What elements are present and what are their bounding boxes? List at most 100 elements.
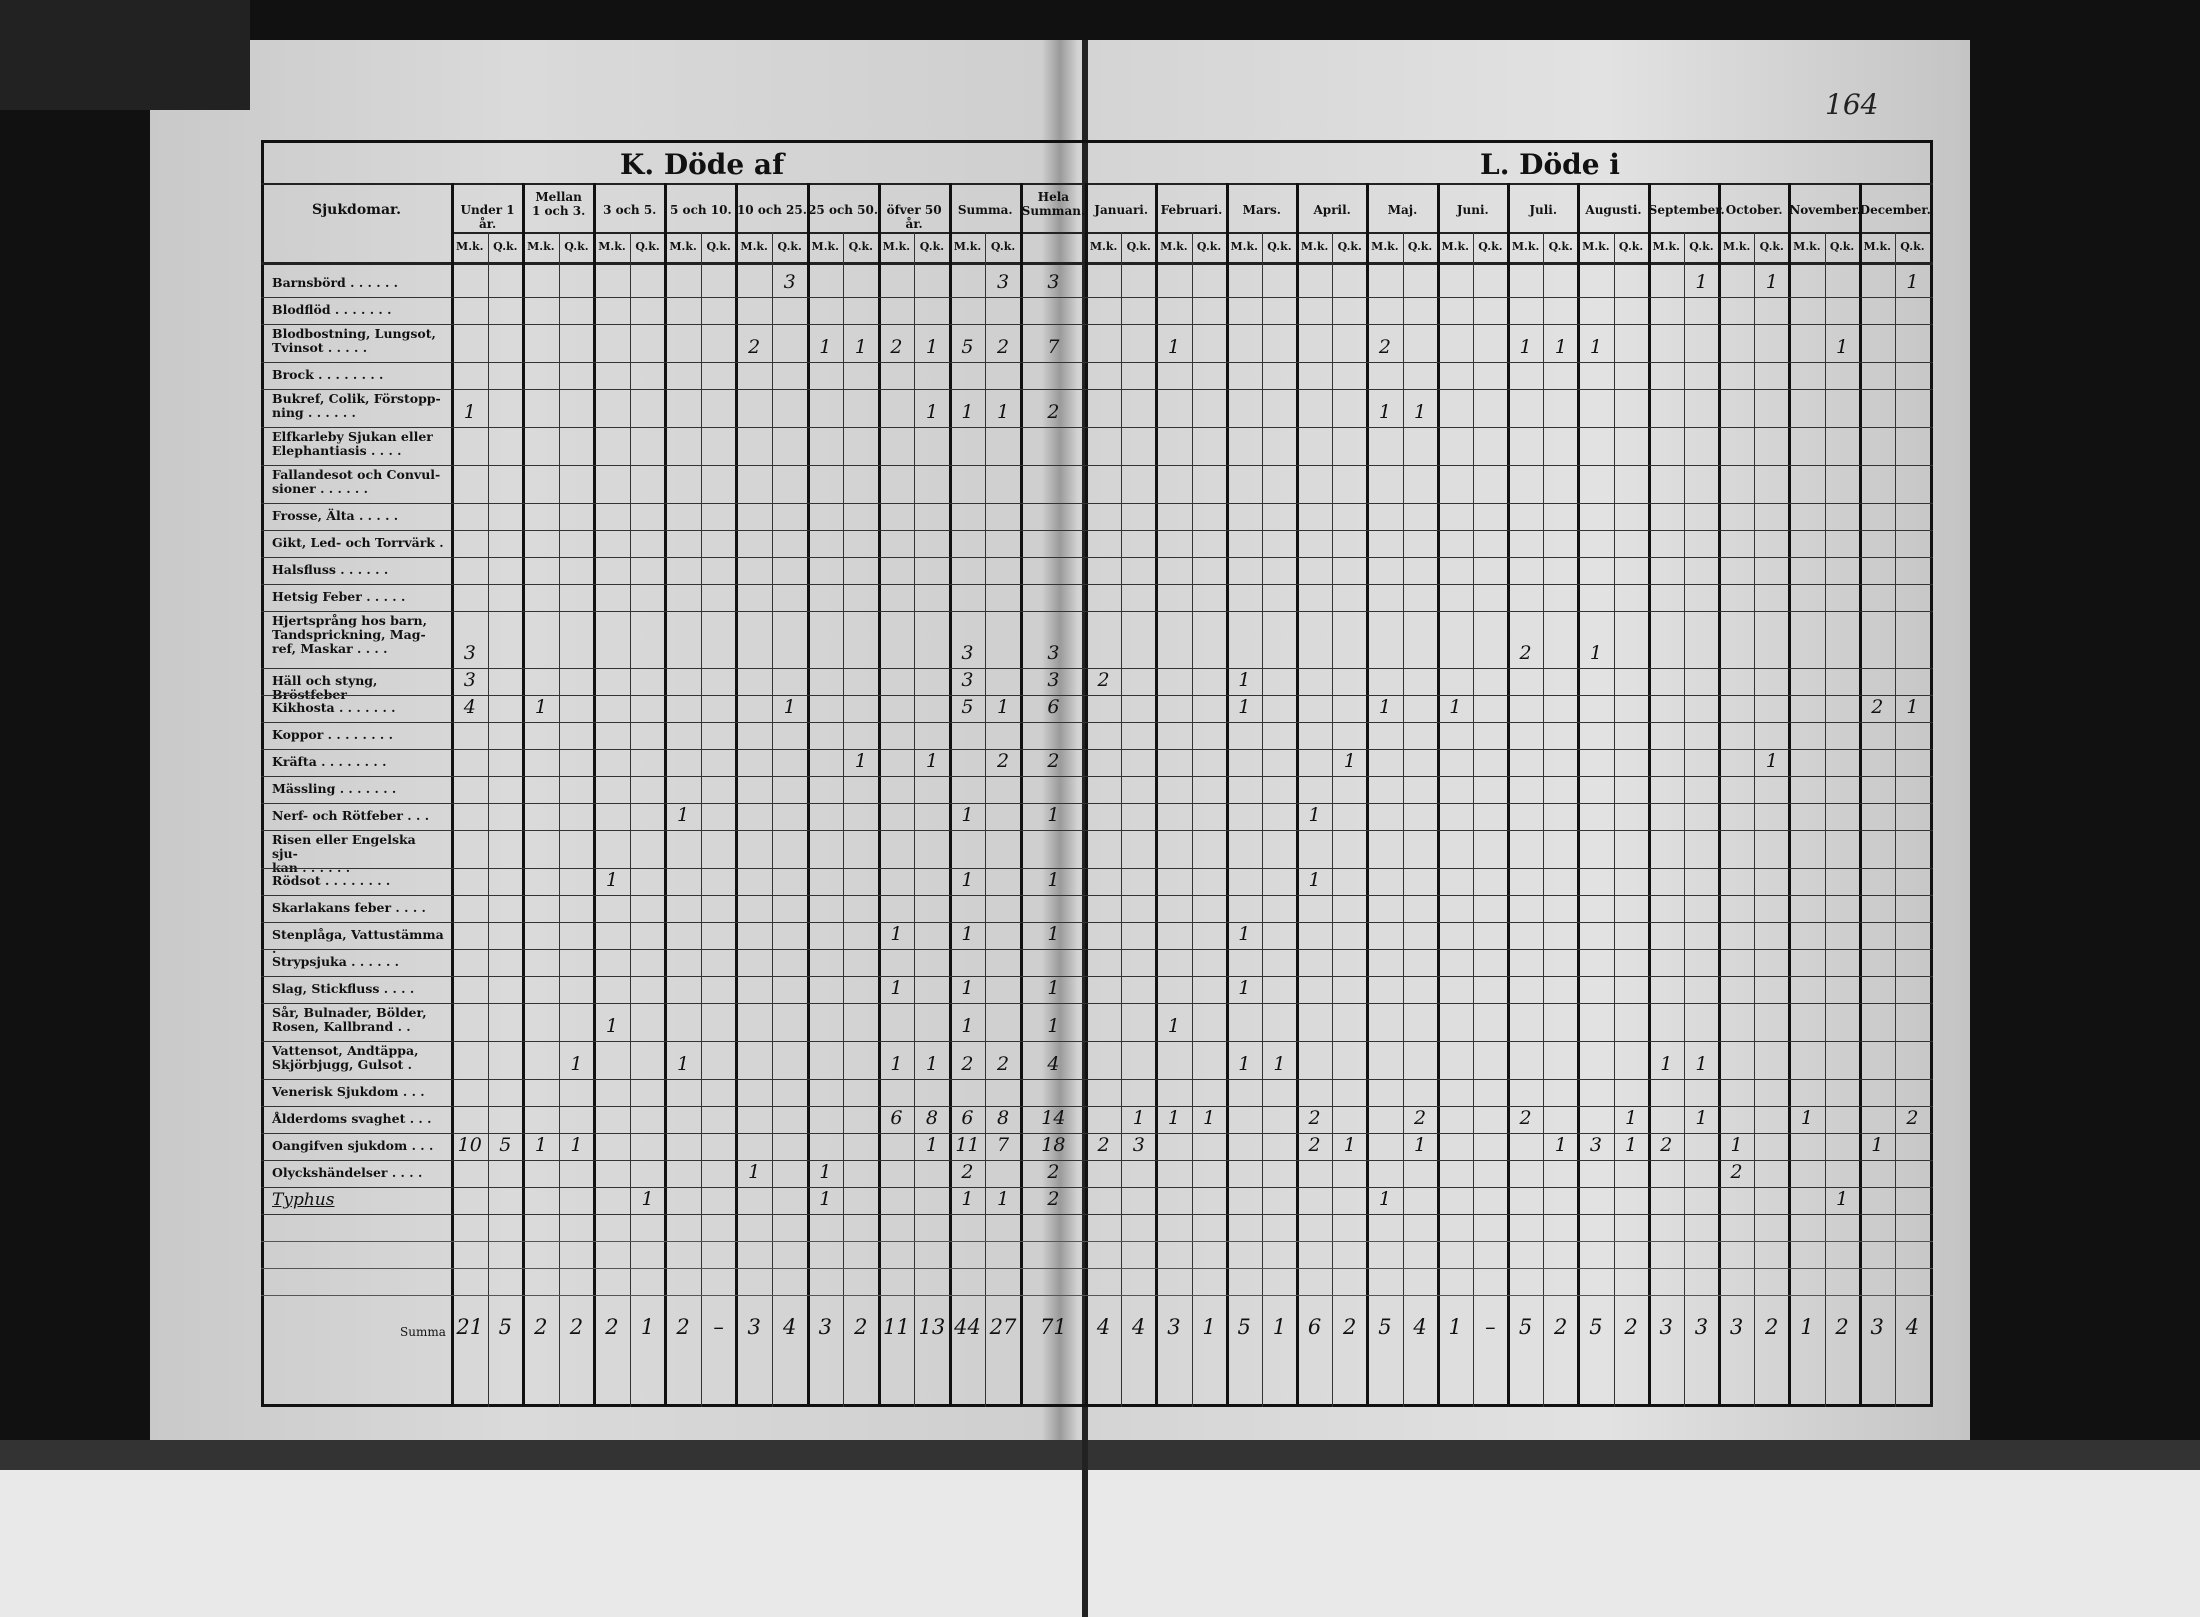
mk-subheader: M.k. — [1582, 240, 1610, 253]
age-group-header: Under 1 år. — [460, 203, 515, 231]
right-page-title: L. Döde i — [1480, 148, 1620, 181]
count-cell: 2 — [996, 336, 1010, 358]
count-cell: 1 — [1414, 1134, 1427, 1156]
count-cell: 1 — [1589, 336, 1602, 358]
column-subrule — [771, 232, 773, 1407]
summa-cell: 13 — [918, 1315, 946, 1339]
column-rule — [1366, 183, 1370, 1407]
disease-label: Slag, Stickfluss . . . . — [272, 981, 415, 996]
disease-label: Venerisk Sjukdom . . . — [272, 1084, 425, 1099]
count-cell: 3 — [463, 642, 476, 664]
row-rule — [261, 465, 1933, 466]
row-rule — [261, 1079, 1933, 1080]
count-cell: 1 — [1906, 696, 1919, 718]
count-cell: 3 — [996, 271, 1010, 293]
count-cell: 1 — [570, 1134, 583, 1156]
count-cell: 2 — [1414, 1107, 1427, 1129]
count-cell: 1 — [605, 869, 618, 891]
row-rule — [261, 530, 1933, 531]
row-rule — [261, 668, 1933, 669]
month-header: Maj. — [1387, 203, 1418, 217]
row-rule — [261, 584, 1933, 585]
disease-label: Koppor . . . . . . . . — [272, 727, 393, 742]
count-cell: 1 — [677, 804, 690, 826]
count-cell: 8 — [996, 1107, 1010, 1129]
disease-label: Kräfta . . . . . . . . — [272, 754, 387, 769]
count-cell: 1 — [925, 1053, 938, 1075]
summa-cell: 5 — [1237, 1315, 1251, 1339]
column-subrule — [1543, 232, 1545, 1407]
summa-cell: 5 — [1589, 1315, 1603, 1339]
qk-subheader: Q.k. — [1618, 240, 1644, 253]
disease-label: Bukref, Colik, Förstopp- ning . . . . . … — [272, 391, 441, 420]
qk-subheader: Q.k. — [1548, 240, 1573, 253]
disease-label: Typhus — [272, 1190, 335, 1210]
count-cell: 3 — [463, 669, 476, 691]
summa-cell: 5 — [1518, 1315, 1533, 1339]
count-cell: 1 — [1132, 1107, 1145, 1129]
count-cell: 1 — [605, 1015, 618, 1037]
column-subrule — [558, 232, 560, 1407]
mk-subheader: M.k. — [1441, 240, 1469, 253]
disease-label: Stenplåga, Vattustämma . — [272, 927, 444, 956]
qk-subheader: Q.k. — [1829, 240, 1855, 253]
disease-label: Fallandesot och Convul- sioner . . . . .… — [272, 467, 441, 496]
month-header: April. — [1313, 203, 1351, 217]
row-rule — [261, 895, 1933, 896]
qk-subheader: Q.k. — [919, 240, 945, 253]
row-rule — [261, 362, 1933, 363]
summa-cell: 3 — [1694, 1315, 1709, 1339]
count-cell: 1 — [1047, 869, 1060, 891]
count-cell: 3 — [961, 669, 974, 691]
count-cell: 2 — [1047, 401, 1060, 423]
summa-cell: 5 — [1378, 1315, 1392, 1339]
count-cell: 1 — [961, 977, 974, 999]
summa-cell: 2 — [1343, 1315, 1357, 1339]
count-cell: 5 — [961, 696, 974, 718]
month-header: September. — [1648, 203, 1725, 217]
month-header: Juni. — [1456, 203, 1489, 217]
count-cell: 2 — [1097, 1134, 1110, 1156]
disease-label: Mässling . . . . . . . — [272, 781, 397, 796]
count-cell: 18 — [1041, 1134, 1066, 1156]
mk-subheader: M.k. — [811, 240, 839, 253]
count-cell: 1 — [890, 977, 903, 999]
count-cell: 1 — [1238, 1053, 1251, 1075]
summa-cell: 2 — [676, 1315, 690, 1339]
column-subrule — [1824, 232, 1826, 1407]
row-rule — [261, 830, 1933, 831]
mk-subheader: M.k. — [1160, 240, 1188, 253]
column-subrule — [1683, 232, 1685, 1407]
column-subrule — [1402, 232, 1404, 1407]
qk-subheader: Q.k. — [1126, 240, 1151, 253]
count-cell: 1 — [1554, 336, 1567, 358]
summa-cell: 3 — [1167, 1315, 1181, 1339]
summa-cell: 3 — [818, 1315, 832, 1339]
age-group-header: 5 och 10. — [670, 203, 732, 217]
mk-subheader: M.k. — [669, 240, 697, 253]
count-cell: 3 — [1047, 642, 1060, 664]
count-cell: 1 — [641, 1188, 654, 1210]
count-cell: 4 — [1047, 1053, 1060, 1075]
column-rule — [1436, 183, 1440, 1407]
qk-subheader: Q.k. — [1689, 240, 1714, 253]
disease-label: Blodbostning, Lungsot, Tvinsot . . . . . — [272, 326, 436, 355]
mk-subheader: M.k. — [456, 240, 484, 253]
count-cell: 6 — [890, 1107, 903, 1129]
count-cell: 1 — [961, 401, 974, 423]
month-header: Mars. — [1242, 203, 1281, 217]
disease-label: Ålderdoms svaghet . . . — [272, 1111, 432, 1126]
count-cell: 1 — [819, 1188, 832, 1210]
scan-border — [0, 0, 250, 110]
count-cell: 1 — [1836, 1188, 1849, 1210]
summa-cell: 2 — [854, 1315, 868, 1339]
count-cell: 1 — [1203, 1107, 1216, 1129]
page-number: 164 — [1825, 88, 1879, 121]
count-cell: 1 — [890, 1053, 903, 1075]
count-cell: 2 — [1308, 1107, 1321, 1129]
summa-cell: 4 — [1096, 1315, 1111, 1339]
count-cell: 2 — [961, 1053, 974, 1075]
summa-cell: 27 — [989, 1315, 1017, 1339]
count-cell: 2 — [996, 1053, 1010, 1075]
mk-subheader: M.k. — [1511, 240, 1540, 253]
